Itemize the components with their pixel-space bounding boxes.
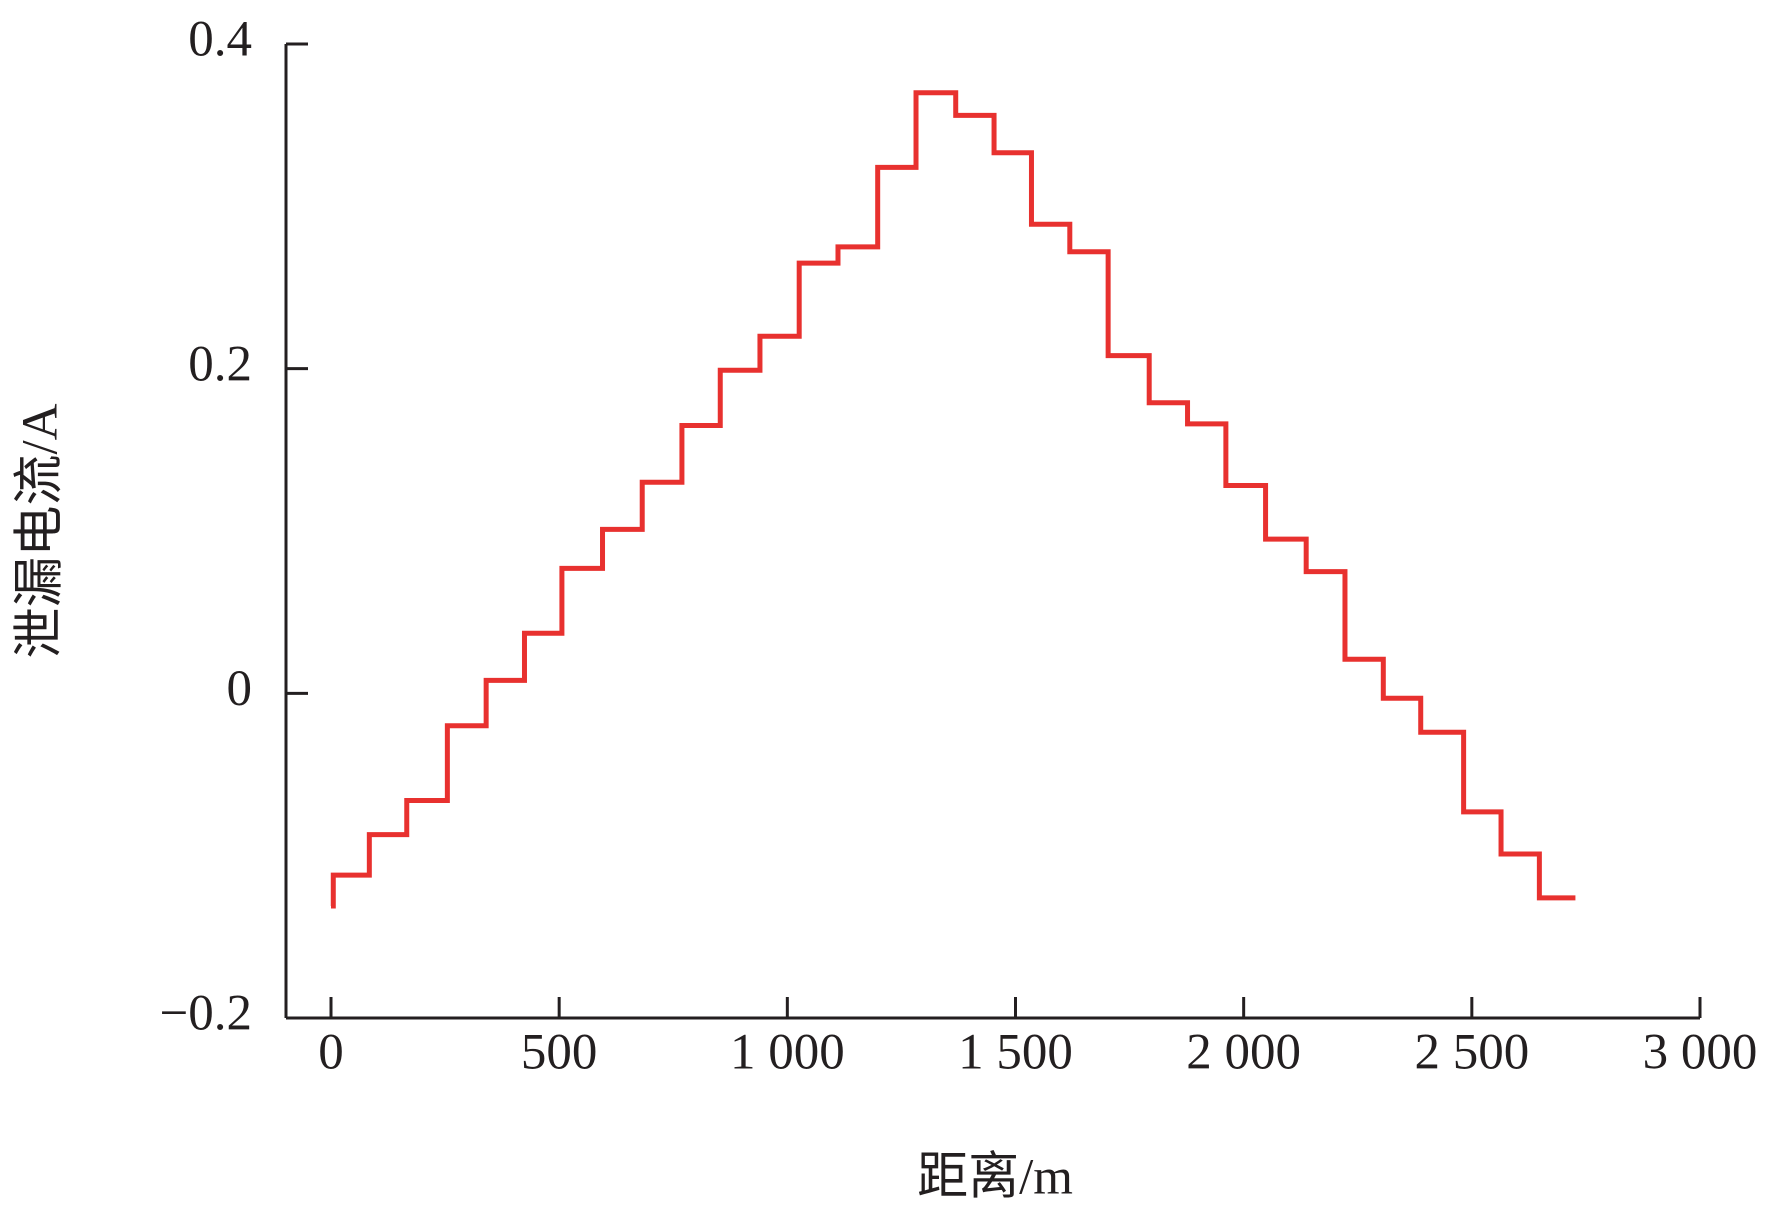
x-tick-label: 1 500 [958,1025,1073,1081]
y-tick-label: 0.2 [188,336,252,392]
y-tick-label: −0.2 [159,986,252,1042]
x-tick-label: 2 500 [1414,1025,1529,1081]
x-tick-label: 1 000 [730,1025,845,1081]
x-axis-label: 距离/m [917,1150,1073,1206]
x-tick-label: 3 000 [1643,1025,1758,1081]
x-tick-label: 500 [521,1025,598,1081]
line [330,90,1576,909]
y-tick-label: 0.4 [188,12,252,68]
y-tick-label: 0 [227,661,253,717]
x-tick-label: 2 000 [1186,1025,1301,1081]
y-axis-label: 泄漏电流/A [13,403,69,658]
x-tick-label: 0 [318,1025,344,1081]
